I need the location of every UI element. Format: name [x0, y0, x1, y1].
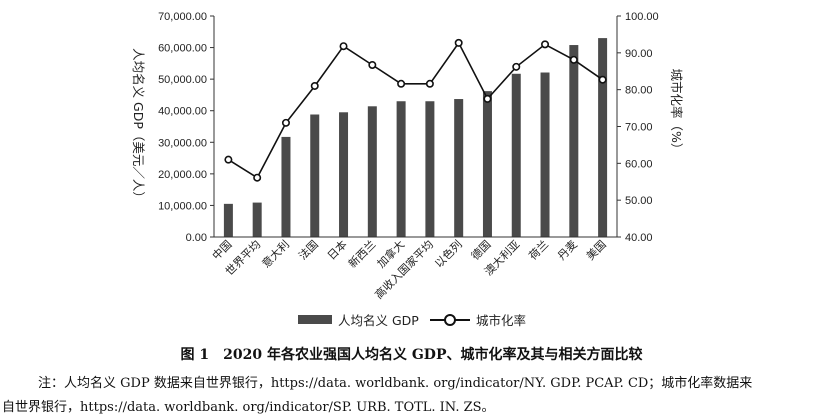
figure-label: 图 1	[180, 347, 210, 363]
bar	[281, 136, 291, 237]
line-point	[425, 79, 434, 88]
figure-title: 2020 年各农业强国人均名义 GDP、城市化率及其与相关方面比较	[223, 347, 643, 363]
note-line-1: 注：人均名义 GDP 数据来自世界银行，https://data. worldb…	[38, 376, 753, 391]
chart: 人均名义 GDP（美元／人） 城市化率（%） 0.00 10,000.00 20,0…	[131, 11, 684, 300]
right-tick-label: 50.00	[625, 195, 653, 207]
category-labels: 中国世界平均意大利 法国 日本新西兰加拿大高收入国家平均以色列 德国澳大利亚 荷兰 丹麦美…	[210, 237, 609, 300]
bar	[569, 45, 579, 237]
right-tick-label: 80.00	[625, 85, 653, 97]
category-label: 以色列	[432, 237, 465, 270]
category-label: 丹麦	[555, 238, 580, 263]
line-series	[224, 38, 607, 182]
left-tick-label: 20,000.00	[158, 169, 207, 181]
category-label: 中国	[210, 238, 235, 263]
note-line-2: 自世界银行，https://data. worldbank. org/indic…	[2, 400, 495, 415]
line-point	[598, 75, 607, 84]
bar	[339, 112, 349, 237]
left-tick-label: 30,000.00	[158, 137, 207, 149]
bar	[252, 202, 262, 237]
line-point	[339, 42, 348, 51]
left-tick-label: 10,000.00	[158, 200, 207, 212]
right-axis-title: 城市化率（%）	[669, 69, 684, 156]
bar-series	[223, 38, 608, 238]
right-tick-label: 40.00	[625, 232, 653, 244]
line-point	[569, 55, 578, 64]
line-point	[541, 40, 550, 49]
legend-line-marker	[430, 313, 470, 326]
left-tick-label: 0.00	[186, 232, 207, 244]
bar	[310, 114, 320, 237]
legend-line-label: 城市化率	[476, 313, 527, 328]
line-point	[310, 81, 319, 90]
urbanization-line	[227, 41, 604, 179]
right-tick-label: 70.00	[625, 122, 653, 134]
right-axis-ticks: 40.00 50.00 60.00 70.00 80.00 90.00 100.00	[617, 11, 659, 244]
right-tick-label: 60.00	[625, 158, 653, 170]
bar	[482, 91, 492, 237]
bar	[367, 106, 377, 238]
bar	[396, 101, 406, 237]
line-point	[253, 173, 262, 182]
axes	[213, 16, 618, 238]
category-label: 日本	[324, 237, 349, 262]
legend-bar-label: 人均名义 GDP	[338, 313, 419, 328]
figure-caption: 图 1 2020 年各农业强国人均名义 GDP、城市化率及其与相关方面比较	[0, 344, 823, 364]
category-label: 法国	[295, 237, 320, 262]
line-point	[397, 79, 406, 88]
legend-item-line: 城市化率	[430, 310, 526, 329]
left-tick-label: 60,000.00	[158, 43, 207, 55]
left-tick-label: 40,000.00	[158, 106, 207, 118]
line-point	[454, 38, 463, 47]
bar	[223, 203, 233, 237]
category-label: 意大利	[259, 237, 292, 270]
line-point	[483, 94, 492, 103]
line-point	[368, 60, 377, 69]
legend: 人均名义 GDP 城市化率	[0, 310, 823, 332]
left-axis-title-text: 人均名义 GDP（美元／人）	[131, 48, 146, 204]
category-label: 新西兰	[345, 237, 378, 270]
bar	[425, 101, 435, 237]
right-axis-title-text: 城市化率（%）	[669, 69, 684, 156]
bar	[598, 38, 608, 237]
legend-item-bar: 人均名义 GDP	[298, 310, 419, 329]
right-tick-label: 90.00	[625, 48, 653, 60]
category-label: 荷兰	[526, 238, 551, 263]
bar	[454, 99, 464, 237]
left-axis-ticks: 0.00 10,000.00 20,000.00 30,000.00 40,000.00…	[158, 11, 214, 244]
category-label: 德国	[468, 237, 493, 262]
line-point	[281, 118, 290, 127]
legend-bar-swatch	[298, 315, 332, 324]
line-point	[512, 62, 521, 71]
bar	[540, 72, 550, 238]
category-label: 美国	[584, 238, 609, 263]
bar	[511, 73, 521, 237]
right-tick-label: 100.00	[625, 11, 659, 23]
left-axis-title: 人均名义 GDP（美元／人）	[131, 48, 146, 204]
line-point	[224, 155, 233, 164]
left-tick-label: 70,000.00	[158, 11, 207, 23]
left-tick-label: 50,000.00	[158, 74, 207, 86]
